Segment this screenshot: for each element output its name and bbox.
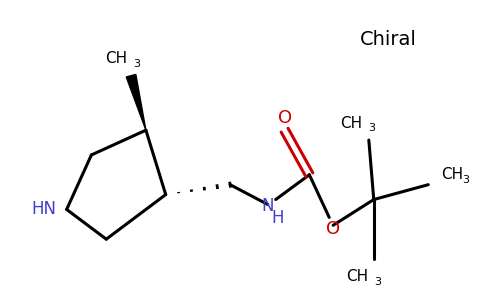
Text: N: N xyxy=(261,197,274,215)
Text: 3: 3 xyxy=(134,59,140,69)
Text: CH: CH xyxy=(340,116,362,131)
Text: 3: 3 xyxy=(462,175,469,185)
Polygon shape xyxy=(126,74,146,130)
Text: O: O xyxy=(277,109,292,127)
Text: O: O xyxy=(326,220,340,238)
Text: CH: CH xyxy=(441,167,463,182)
Text: Chiral: Chiral xyxy=(360,29,417,49)
Text: CH: CH xyxy=(105,51,127,66)
Text: 3: 3 xyxy=(374,277,381,287)
Text: 3: 3 xyxy=(368,123,375,133)
Text: HN: HN xyxy=(32,200,57,218)
Text: H: H xyxy=(272,209,284,227)
Text: CH: CH xyxy=(346,269,368,284)
